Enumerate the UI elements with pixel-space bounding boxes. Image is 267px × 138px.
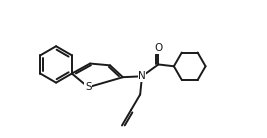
- Text: S: S: [85, 82, 92, 92]
- Text: O: O: [154, 43, 163, 53]
- Text: N: N: [138, 71, 146, 81]
